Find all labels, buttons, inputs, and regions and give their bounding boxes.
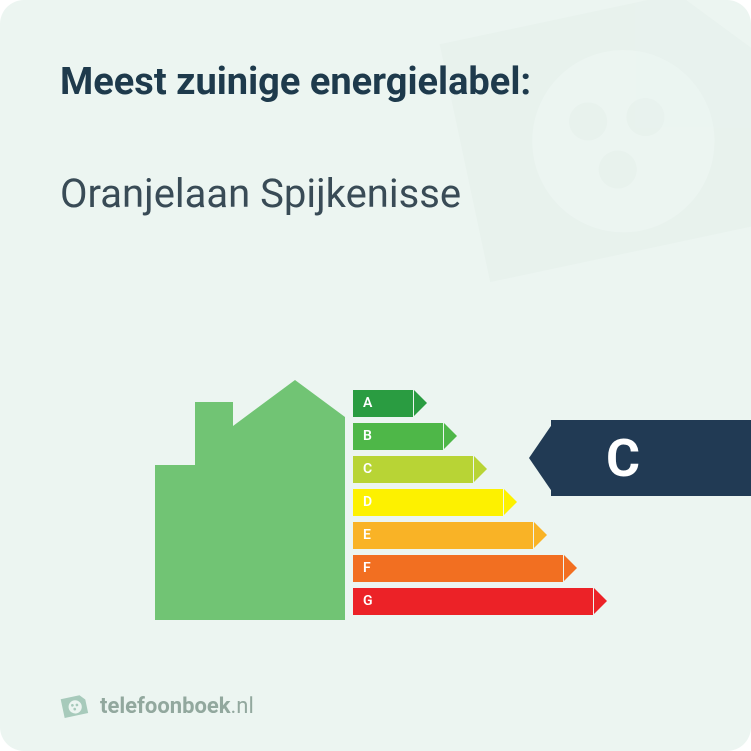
house-icon (155, 370, 345, 620)
result-letter: C (606, 428, 640, 489)
energy-bar-f: F (353, 553, 593, 583)
brand-name-light: .nl (231, 694, 254, 719)
footer-brand: telefoonboek.nl (60, 691, 254, 721)
card-title: Meest zuinige energielabel: (60, 60, 531, 104)
brand-name-bold: telefoonboek (100, 694, 231, 719)
result-badge: C (551, 420, 751, 496)
brand-icon (60, 691, 90, 721)
bar-letter: C (363, 461, 372, 477)
bar-letter: B (363, 428, 372, 444)
bar-letter: A (363, 395, 372, 411)
energy-bar-a: A (353, 388, 593, 418)
bar-letter: E (363, 527, 371, 543)
bar-letter: G (363, 593, 373, 609)
energy-chart: A B C D E F G C (155, 370, 751, 620)
energy-bar-e: E (353, 520, 593, 550)
card-subtitle: Oranjelaan Spijkenisse (60, 170, 461, 217)
bar-letter: F (363, 560, 371, 576)
bar-letter: D (363, 494, 372, 510)
watermark-icon (431, 0, 751, 320)
energy-bar-g: G (353, 586, 593, 616)
energy-label-card: Meest zuinige energielabel: Oranjelaan S… (0, 0, 751, 751)
brand-text: telefoonboek.nl (100, 694, 254, 719)
